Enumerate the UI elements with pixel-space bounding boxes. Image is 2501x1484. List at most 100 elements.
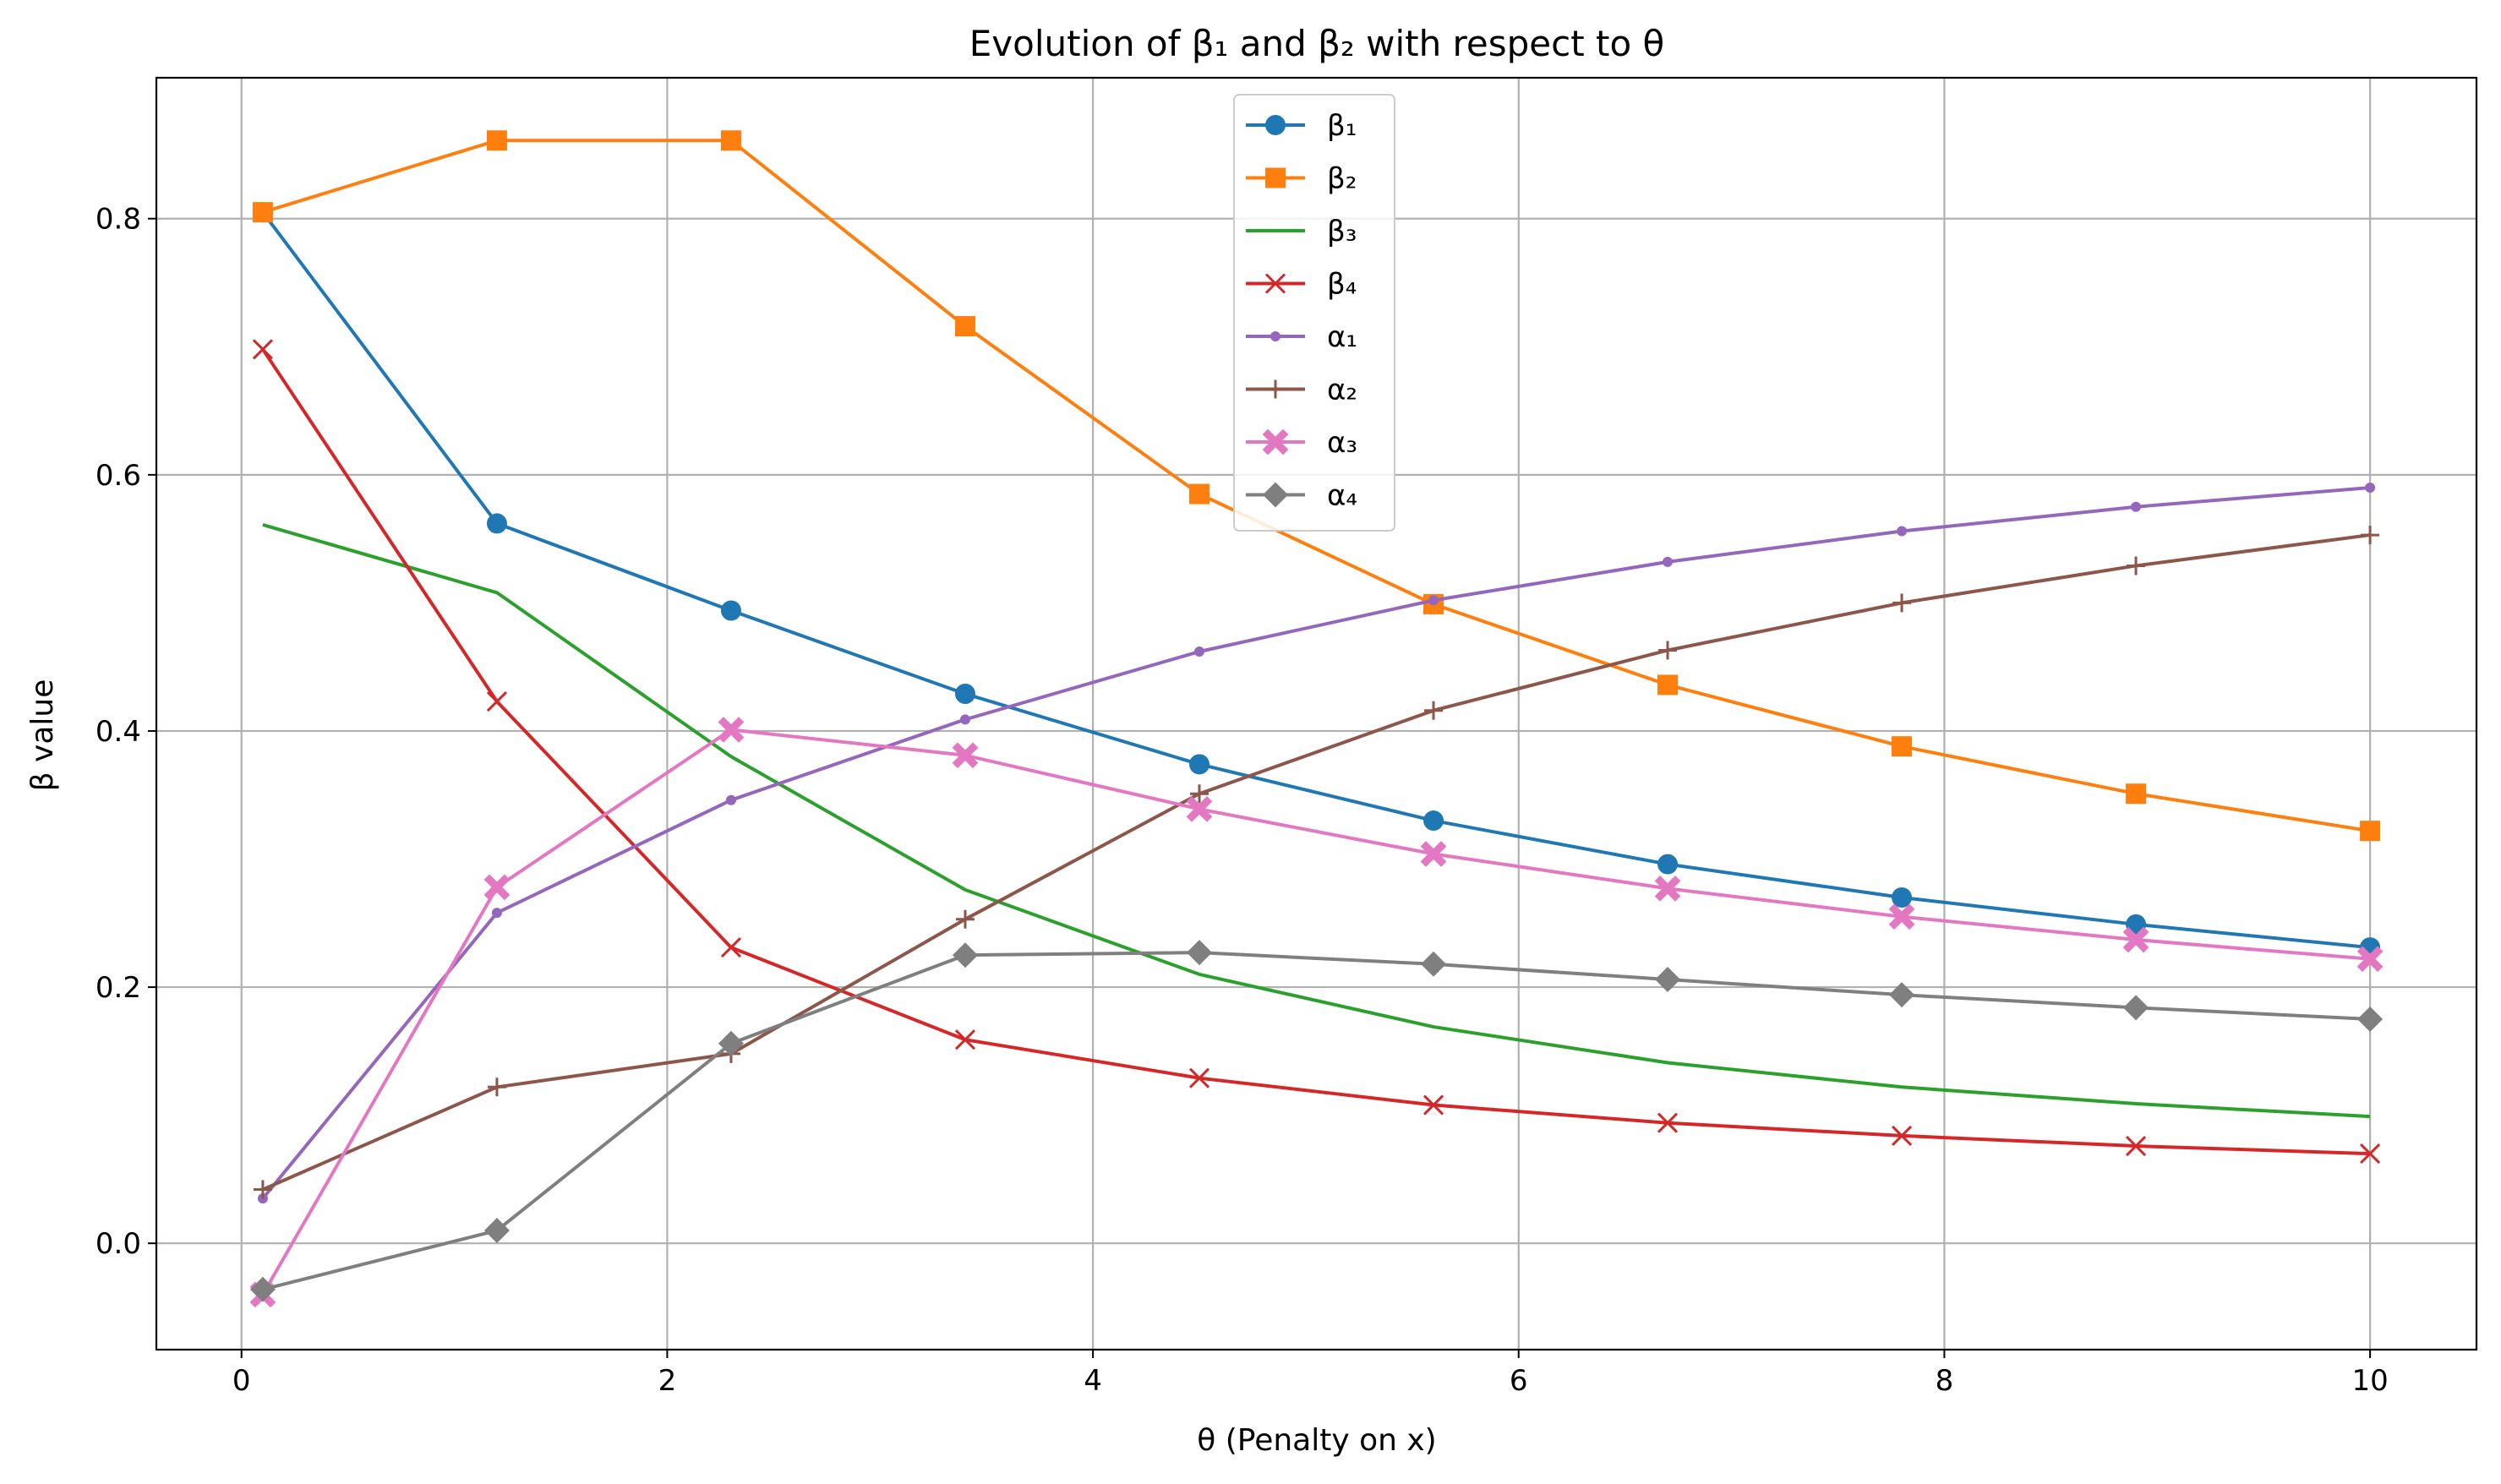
series-line [262, 951, 2371, 1291]
square-marker [2360, 821, 2381, 842]
circle-marker [486, 513, 507, 534]
legend-label: α₂ [1327, 374, 1357, 407]
dot-marker [1428, 595, 1439, 606]
series-line [261, 348, 2371, 1156]
x-marker [1657, 1112, 1679, 1133]
legend-item: α₄ [1246, 479, 1357, 513]
x-tick-label: 6 [1510, 1364, 1528, 1398]
legend-item: α₃ [1246, 426, 1357, 460]
series-7 [249, 717, 2384, 1308]
chart-title: Evolution of β₁ and β₂ with respect to θ [969, 23, 1665, 64]
x-marker [1891, 1125, 1913, 1146]
filled-x-marker [2356, 946, 2384, 973]
dot-marker [2365, 482, 2376, 493]
series-layer [249, 130, 2384, 1308]
plus-marker [2361, 526, 2380, 545]
diamond-marker [249, 1276, 276, 1302]
x-marker [1264, 273, 1286, 294]
x-marker [252, 339, 273, 360]
dot-marker [725, 794, 736, 805]
legend-item: α₁ [1246, 320, 1357, 354]
diamond-marker [2357, 1006, 2384, 1032]
legend-item: β₄ [1246, 268, 1357, 302]
filled-x-marker [1186, 796, 1213, 822]
legend-item: α₂ [1246, 374, 1357, 407]
x-marker [954, 1029, 976, 1050]
square-marker [486, 130, 507, 151]
plus-marker [1189, 784, 1209, 804]
plus-marker [2127, 556, 2146, 576]
legend-item: β₁ [1246, 109, 1357, 143]
circle-marker [1892, 887, 1913, 908]
legend-label: β₄ [1327, 268, 1357, 302]
y-tick-label: 0.6 [96, 459, 141, 493]
plus-marker [1892, 593, 1912, 613]
legend: β₁ β₂ β₃ β₄ α₁ α₂ α₃ α₄ [1233, 94, 1395, 532]
filled-x-marker [1262, 428, 1289, 456]
plus-marker [955, 909, 975, 929]
square-marker [1892, 736, 1913, 757]
diamond-marker [1263, 482, 1288, 508]
square-marker [954, 316, 975, 337]
x-tick-label: 0 [232, 1364, 251, 1398]
series-8 [249, 940, 2384, 1302]
series-line [261, 728, 2371, 1296]
filled-x-marker [1654, 876, 1681, 902]
legend-label: α₄ [1327, 479, 1357, 513]
square-marker [1188, 483, 1210, 505]
square-marker [252, 202, 273, 223]
square-marker [2126, 783, 2147, 805]
x-tick-label: 8 [1936, 1364, 1954, 1398]
diamond-marker [2123, 995, 2149, 1021]
dot-marker [491, 908, 502, 919]
dot-marker [2131, 501, 2142, 512]
series-line [261, 486, 2371, 1200]
series-3 [262, 523, 2371, 1119]
series-4 [252, 339, 2381, 1165]
plus-marker [1658, 641, 1678, 660]
legend-box [1233, 94, 1395, 532]
circle-marker [1423, 810, 1444, 832]
x-tick-label: 2 [658, 1364, 677, 1398]
y-tick-label: 0.0 [96, 1227, 141, 1261]
circle-marker [954, 684, 975, 705]
diamond-marker [483, 1218, 510, 1244]
filled-x-marker [2122, 926, 2149, 953]
legend-label: β₁ [1327, 109, 1357, 143]
x-marker [2125, 1135, 2147, 1157]
plus-marker [487, 1078, 506, 1097]
filled-x-marker [483, 874, 511, 901]
series-2 [252, 130, 2381, 842]
series-line [262, 533, 2371, 1192]
square-marker [720, 130, 741, 151]
series-5 [257, 482, 2376, 1204]
diamond-marker [952, 942, 978, 968]
diamond-marker [1655, 966, 1681, 992]
legend-item: β₂ [1246, 162, 1357, 196]
grid-lines [156, 78, 2476, 1350]
legend-label: α₁ [1327, 320, 1357, 354]
circle-marker [1657, 854, 1679, 875]
x-marker [1188, 1067, 1210, 1088]
dot-marker [1897, 526, 1908, 537]
filled-x-marker [1888, 903, 1915, 930]
filled-x-marker [718, 717, 745, 743]
circle-marker [1188, 754, 1210, 775]
series-line [262, 523, 2371, 1119]
dot-marker [1270, 331, 1281, 341]
circle-marker [720, 600, 741, 621]
legend-label: β₃ [1327, 215, 1357, 248]
legend-item: β₃ [1246, 215, 1357, 248]
y-tick-label: 0.2 [96, 971, 141, 1005]
x-marker [2360, 1143, 2381, 1165]
plus-marker [253, 1180, 272, 1199]
y-axis-label: β value [25, 679, 60, 792]
x-marker [486, 691, 507, 712]
diamond-marker [1421, 951, 1447, 977]
x-tick-label: 4 [1084, 1364, 1102, 1398]
x-tick-label: 10 [2351, 1364, 2388, 1398]
dot-marker [1663, 556, 1674, 567]
diamond-marker [1186, 940, 1212, 966]
filled-x-marker [1420, 841, 1447, 867]
